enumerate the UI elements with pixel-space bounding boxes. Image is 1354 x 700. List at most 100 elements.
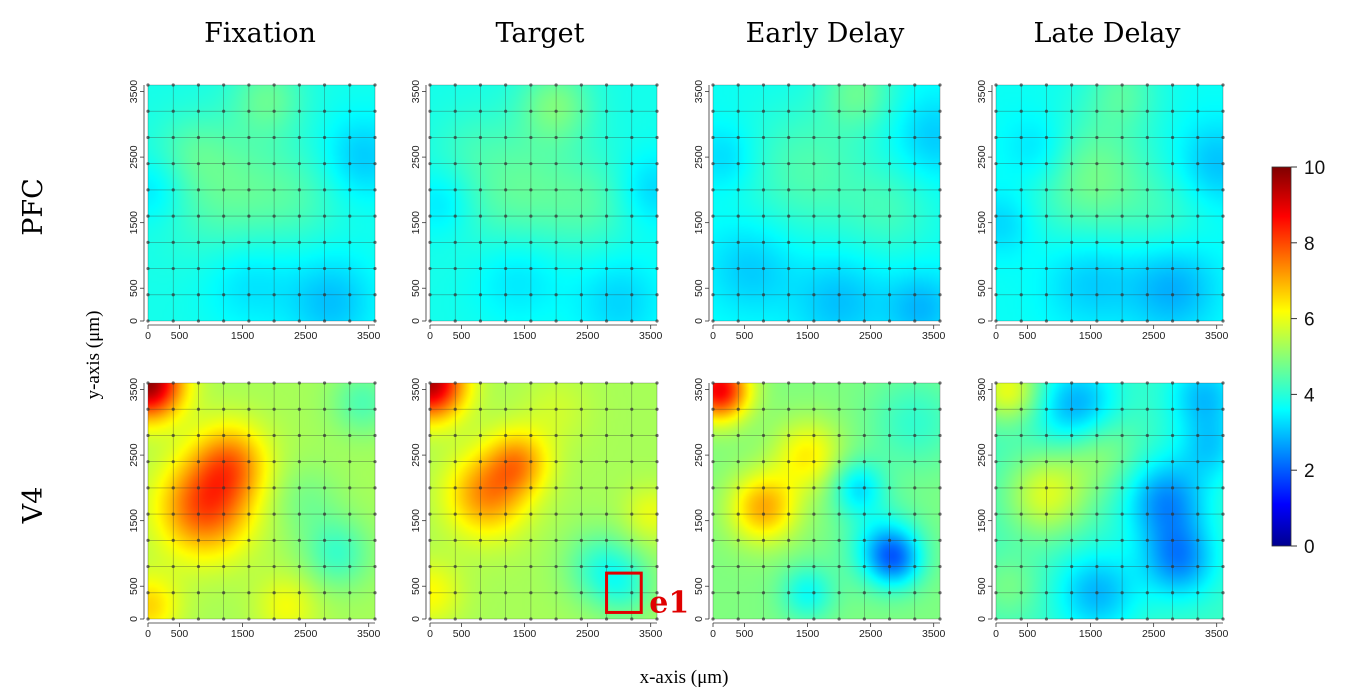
electrode-dot (247, 407, 251, 411)
electrode-dot (1095, 214, 1099, 218)
x-tick-label: 0 (427, 628, 433, 640)
electrode-dot (146, 319, 150, 323)
y-tick-label: 3500 (693, 378, 705, 402)
electrode-dot (272, 591, 276, 595)
electrode-dot (913, 240, 917, 244)
y-tick-label: 2500 (410, 145, 422, 169)
electrode-dot (862, 460, 866, 464)
electrode-dot (373, 266, 377, 271)
electrode-dot (1145, 188, 1149, 192)
electrode-dot (1070, 381, 1074, 385)
electrode-dot (1070, 214, 1074, 218)
electrode-dot (196, 293, 201, 297)
electrode-dot (761, 266, 766, 271)
electrode-dot (1196, 512, 1200, 516)
electrode-dot (1170, 407, 1175, 411)
electrode-dot (1120, 538, 1124, 542)
electrode-dot (812, 319, 816, 323)
electrode-dot (1120, 460, 1124, 464)
electrode-dot (373, 591, 377, 595)
electrode-dot (862, 319, 866, 323)
electrode-dot (994, 293, 998, 297)
electrode-dot (787, 293, 791, 297)
y-tick-label: 1500 (976, 509, 988, 533)
electrode-dot (1095, 188, 1099, 192)
electrode-dot (322, 538, 327, 542)
electrode-dot (373, 617, 377, 621)
electrode-dot (1044, 512, 1049, 516)
electrode-dot (761, 188, 766, 192)
electrode-dot (146, 162, 150, 166)
electrode-dot (1019, 433, 1023, 438)
electrode-dot (1019, 188, 1023, 192)
electrode-dot (478, 564, 483, 569)
electrode-dot (913, 538, 917, 542)
electrode-dot (1019, 214, 1023, 218)
electrode-dot (504, 240, 508, 244)
electrode-dot (736, 266, 740, 271)
y-tick-label: 3500 (693, 80, 705, 104)
electrode-dot (736, 591, 740, 595)
electrode-dot (711, 266, 715, 271)
electrode-dot (478, 538, 483, 542)
electrode-dot (887, 460, 892, 464)
electrode-dot (1044, 433, 1049, 438)
electrode-dot (196, 162, 201, 166)
electrode-dot (1120, 319, 1124, 323)
electrode-dot (428, 407, 432, 411)
electrode-dot (171, 266, 175, 271)
x-tick-label: 3500 (639, 628, 663, 640)
electrode-dot (1095, 538, 1099, 542)
electrode-dot (297, 538, 301, 542)
electrode-dot (222, 460, 226, 464)
electrode-dot (146, 293, 150, 297)
electrode-dot (862, 617, 866, 621)
electrode-dot (1170, 162, 1175, 166)
panel-v4-fixation: 0 500 1500 2500 3500 0 500 1500 2500 3500 (128, 378, 381, 640)
y-tick-label: 500 (976, 577, 988, 595)
electrode-dot (938, 188, 942, 192)
y-tick-label: 2500 (693, 443, 705, 467)
electrode-dot (247, 266, 251, 271)
electrode-dot (787, 319, 791, 323)
x-tick-label: 500 (453, 628, 471, 640)
electrode-dot (146, 109, 150, 113)
electrode-dot (171, 617, 175, 621)
electrode-dot (247, 512, 251, 516)
electrode-dot (1221, 486, 1225, 490)
electrode-dot (887, 135, 892, 140)
electrode-dot (196, 381, 201, 385)
electrode-dot (1221, 83, 1225, 87)
electrode-dot (1221, 407, 1225, 411)
electrode-dot (812, 486, 816, 490)
electrode-dot (196, 407, 201, 411)
x-tick-label: 0 (993, 628, 999, 640)
electrode-dot (504, 538, 508, 542)
x-tick-label: 3500 (1205, 330, 1229, 342)
electrode-dot (994, 486, 998, 490)
panel-pfc-early-delay: 0 500 1500 2500 3500 0 500 1500 2500 3500 (693, 80, 946, 342)
electrode-dot (887, 214, 892, 218)
electrode-dot (171, 460, 175, 464)
electrode-dot (711, 591, 715, 595)
electrode-dot (604, 564, 609, 569)
electrode-dot (196, 486, 201, 490)
electrode-dot (554, 240, 558, 244)
electrode-dot (247, 188, 251, 192)
electrode-dot (655, 83, 659, 87)
electrode-dot (348, 319, 352, 323)
electrode-dot (171, 240, 175, 244)
y-tick-label: 1500 (693, 211, 705, 235)
electrode-dot (272, 407, 276, 411)
electrode-dot (428, 214, 432, 218)
electrode-dot (604, 135, 609, 140)
electrode-dot (529, 407, 533, 411)
electrode-dot (837, 564, 841, 569)
y-tick-label: 0 (128, 318, 140, 324)
electrode-dot (787, 564, 791, 569)
electrode-dot (913, 486, 917, 490)
electrode-dot (787, 591, 791, 595)
electrode-dot (862, 266, 866, 271)
electrode-dot (887, 188, 892, 192)
electrode-dot (761, 591, 766, 595)
